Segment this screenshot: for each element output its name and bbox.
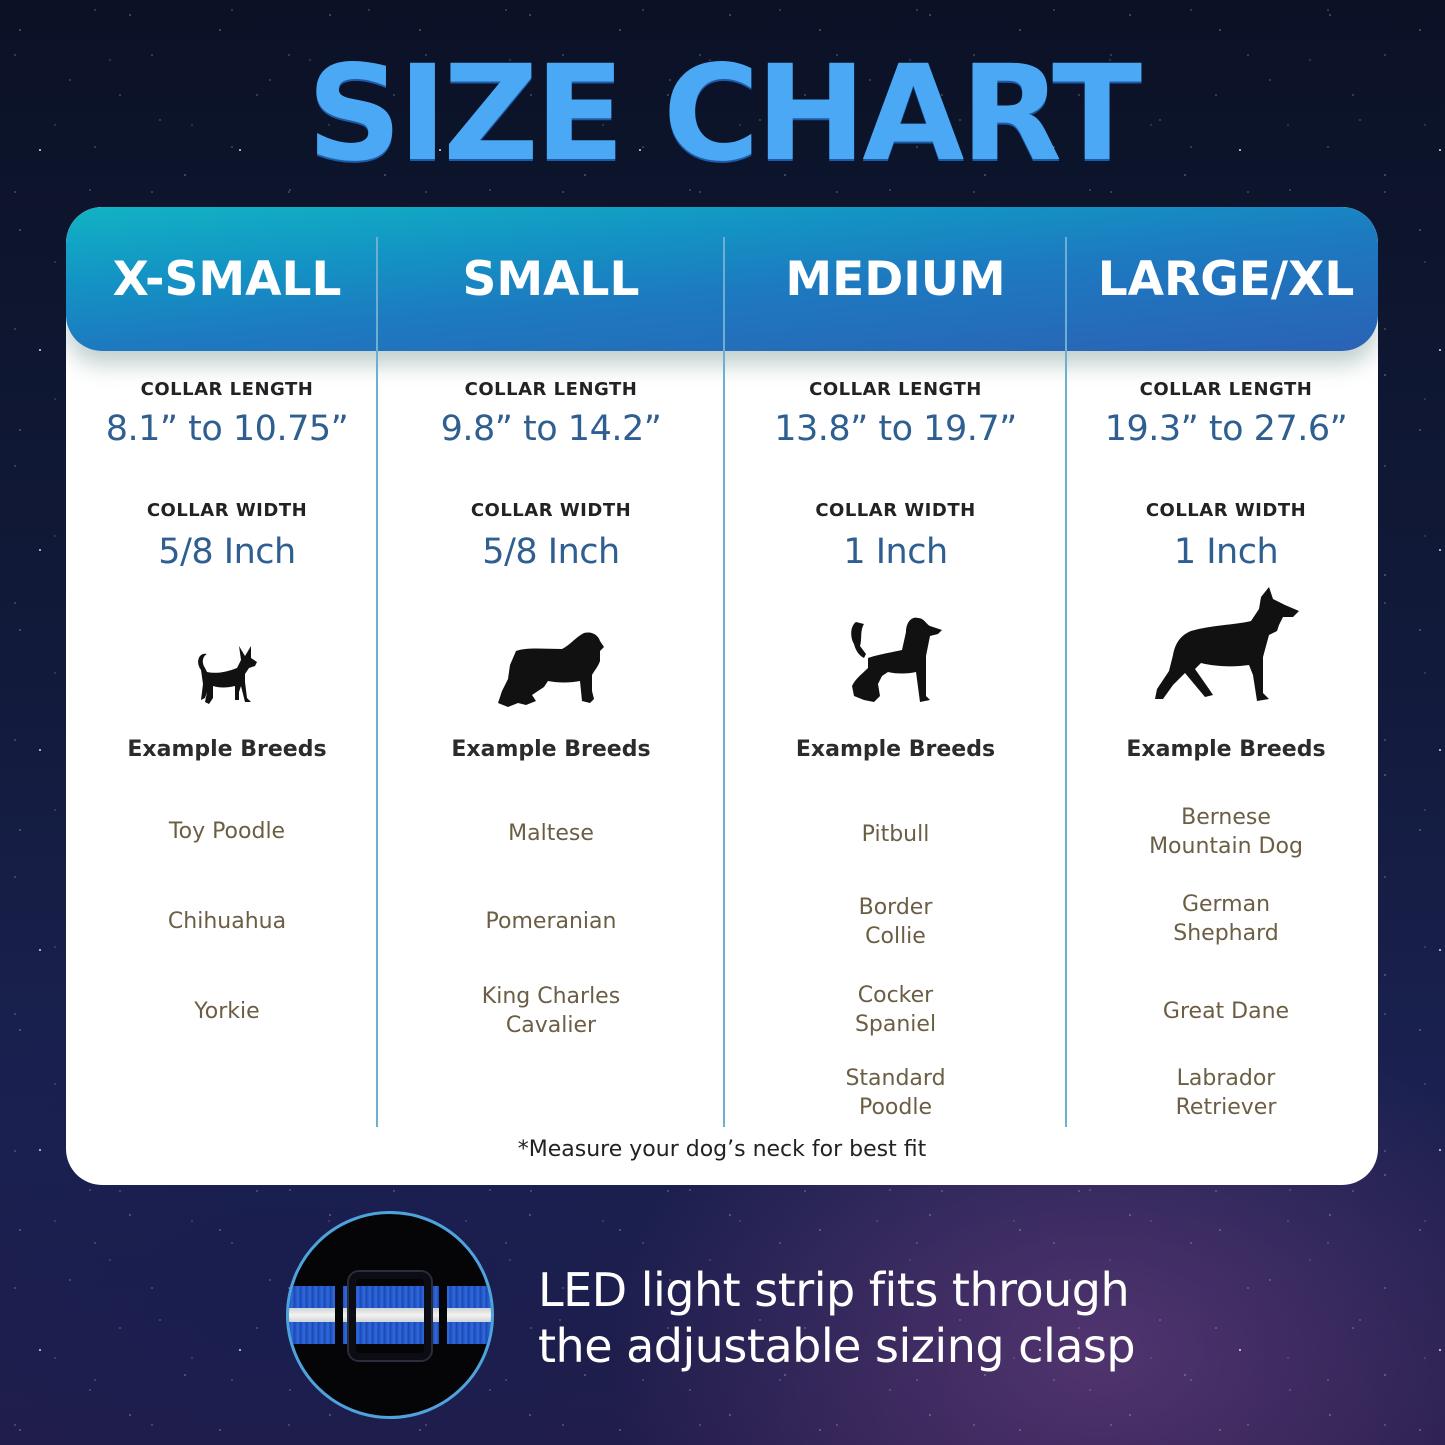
size-label: SMALL [462,251,640,307]
column-header: X-SMALL [66,207,388,351]
size-column-large-xl: LARGE/XL COLLAR LENGTH 19.3” to 27.6” CO… [1067,207,1378,1185]
collar-length-value: 8.1” to 10.75” [105,409,349,449]
collar-width-label: COLLAR WIDTH [1145,500,1307,521]
breed-item: Chihuahua [167,909,287,934]
size-chart-table: X-SMALL COLLAR LENGTH 8.1” to 10.75” COL… [66,207,1378,1185]
example-breeds-label: Example Breeds [127,737,327,762]
collar-length-label: COLLAR LENGTH [464,379,638,400]
breed-item: Bernese Mountain Dog [1149,805,1303,859]
feature-line-2: the adjustable sizing clasp [538,1319,1136,1373]
breed-item: King Charles Cavalier [481,984,621,1038]
column-header: SMALL [378,207,724,351]
feature-line-1: LED light strip fits through [538,1263,1130,1317]
collar-width-label: COLLAR WIDTH [470,500,632,521]
collar-width-value: 1 Inch [843,532,948,572]
clasp-gap [439,1286,447,1344]
example-breeds-label: Example Breeds [451,737,651,762]
collar-clasp-photo [286,1211,494,1419]
collar-length-value: 9.8” to 14.2” [440,409,662,449]
collar-width-label: COLLAR WIDTH [146,500,308,521]
example-breeds-label: Example Breeds [795,737,996,762]
size-label: MEDIUM [785,251,1006,307]
german-shepherd-silhouette-icon [1155,587,1299,701]
collar-width-value: 5/8 Inch [482,532,620,572]
fit-footnote: *Measure your dog’s neck for best fit [517,1137,927,1162]
breed-item: Maltese [508,821,594,846]
column-header: MEDIUM [725,207,1066,351]
collar-length-label: COLLAR LENGTH [1139,379,1313,400]
collar-length-label: COLLAR LENGTH [809,379,982,400]
feature-tagline: LED light strip fits through the adjusta… [538,1262,1238,1374]
breed-item: Yorkie [194,999,260,1024]
clasp-gap [335,1286,343,1344]
collar-length-value: 19.3” to 27.6” [1104,409,1348,449]
breed-item: Great Dane [1162,999,1290,1024]
collar-length-value: 13.8” to 19.7” [774,409,1017,449]
breed-item: Standard Poodle [845,1066,946,1120]
page-title: SIZE CHART [306,37,1142,191]
cavalier-silhouette-icon [498,632,604,707]
example-breeds-label: Example Breeds [1126,737,1326,762]
chihuahua-silhouette-icon [198,646,257,704]
size-column-medium: MEDIUM COLLAR LENGTH 13.8” to 19.7” COLL… [725,207,1066,1185]
size-label: X-SMALL [112,251,342,307]
column-divider [723,237,725,1127]
breed-item: Labrador Retriever [1175,1066,1277,1120]
breed-item: Cocker Spaniel [854,983,937,1037]
column-divider [1065,237,1067,1127]
breed-item: Pitbull [861,822,930,847]
column-header: LARGE/XL [1067,207,1378,351]
collar-length-label: COLLAR LENGTH [140,379,314,400]
poodle-silhouette-icon [850,617,942,702]
sizing-clasp-buckle [349,1272,431,1360]
collar-width-value: 5/8 Inch [158,532,296,572]
size-label: LARGE/XL [1097,251,1355,307]
column-divider [376,237,378,1127]
size-column-small: SMALL COLLAR LENGTH 9.8” to 14.2” COLLAR… [378,207,724,1185]
breed-item: Border Collie [858,895,933,949]
breed-item: Toy Poodle [168,819,286,844]
breed-item: Pomeranian [485,909,617,934]
collar-width-value: 1 Inch [1173,532,1279,572]
breed-item: German Shephard [1173,892,1279,946]
size-column-xsmall: X-SMALL COLLAR LENGTH 8.1” to 10.75” COL… [66,207,388,1185]
collar-width-label: COLLAR WIDTH [815,500,976,521]
